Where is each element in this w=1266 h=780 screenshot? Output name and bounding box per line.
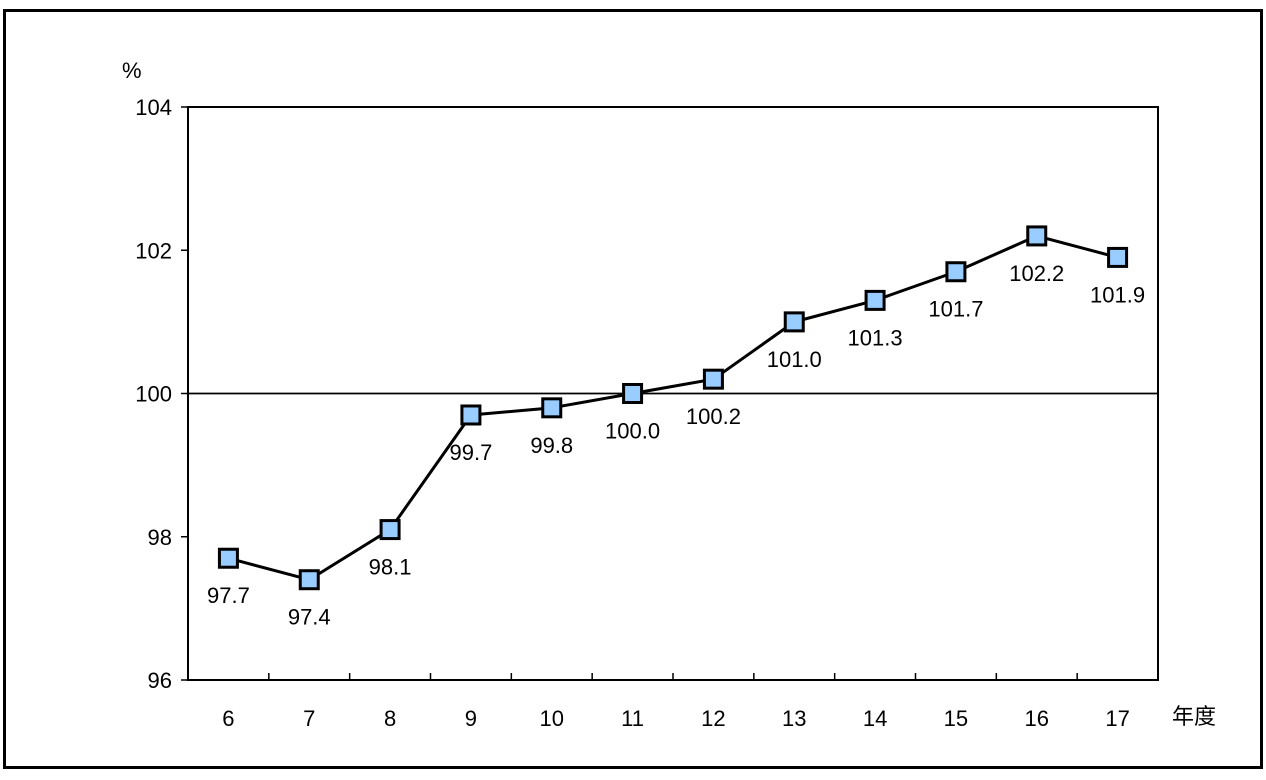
x-tick-label: 7 xyxy=(303,706,315,731)
data-point-marker xyxy=(945,261,967,283)
label-group: 97.7 97.4 98.1 99.7 99.8 100.0 100.2 101.0 101.3… xyxy=(207,261,1145,630)
y-tick-label: 98 xyxy=(148,525,172,550)
x-tick-label: 12 xyxy=(701,706,725,731)
data-label: 101.7 xyxy=(928,297,983,322)
series-line xyxy=(228,234,1118,582)
y-tick-label: 96 xyxy=(148,668,172,693)
x-tick-label: 8 xyxy=(384,706,396,731)
data-point-marker xyxy=(1026,225,1048,247)
data-point-marker xyxy=(864,289,886,311)
data-label: 101.9 xyxy=(1090,282,1145,307)
data-point-marker xyxy=(783,311,805,333)
x-tick-label: 13 xyxy=(782,706,806,731)
y-tick-label: 104 xyxy=(135,95,172,120)
x-axis-unit-label: 年度 xyxy=(1172,705,1216,730)
y-tick-label: 102 xyxy=(135,238,172,263)
data-label: 99.7 xyxy=(450,440,493,465)
x-tick-label: 11 xyxy=(621,706,644,731)
data-point-marker xyxy=(379,519,401,541)
data-label: 101.0 xyxy=(767,347,822,372)
data-label: 99.8 xyxy=(530,433,573,458)
x-tick-label: 6 xyxy=(222,706,234,731)
series-line-group xyxy=(228,234,1118,582)
marker-group xyxy=(217,225,1129,591)
x-tick-label: 9 xyxy=(465,706,477,731)
x-tick-label: 10 xyxy=(540,706,564,731)
data-point-marker xyxy=(217,547,239,569)
data-label: 97.7 xyxy=(207,583,250,608)
x-tick-label: 14 xyxy=(863,706,887,731)
axes: 96 98 100 102 104 6 7 8 9 10 11 12 13 14 15 16 17 xyxy=(135,95,1159,731)
x-tick-label: 17 xyxy=(1105,706,1129,731)
data-label: 101.3 xyxy=(848,325,903,350)
data-point-marker xyxy=(622,383,644,404)
data-point-marker xyxy=(541,397,563,419)
data-point-marker xyxy=(1107,246,1129,268)
y-tick-label: 100 xyxy=(135,382,172,407)
data-label: 100.0 xyxy=(605,419,660,444)
data-point-marker xyxy=(702,368,724,390)
data-point-marker xyxy=(298,569,320,591)
data-label: 98.1 xyxy=(369,555,412,580)
data-point-marker xyxy=(460,404,482,426)
data-label: 102.2 xyxy=(1009,261,1064,286)
x-tick-label: 15 xyxy=(944,706,968,731)
data-label: 100.2 xyxy=(686,404,741,429)
y-axis-unit-label: % xyxy=(122,58,142,83)
x-tick-label: 16 xyxy=(1025,706,1049,731)
data-label: 97.4 xyxy=(288,605,331,630)
